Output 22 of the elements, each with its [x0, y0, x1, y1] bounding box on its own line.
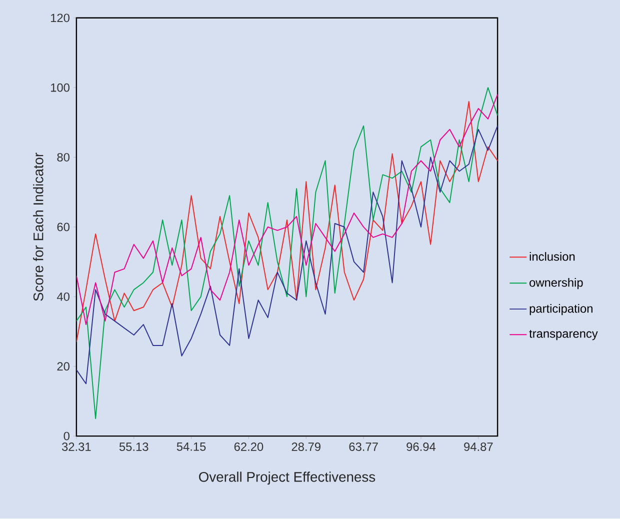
x-tick-label: 62.20 [234, 442, 264, 452]
legend-label: ownership [530, 278, 583, 290]
x-tick-label: 55.13 [119, 442, 148, 452]
x-tick-label: 96.94 [406, 442, 436, 452]
y-tick-label: 40 [56, 292, 70, 302]
x-tick-label: 54.15 [176, 442, 206, 451]
legend-label: transparency [529, 330, 598, 340]
y-tick-label: 80 [57, 153, 70, 162]
legend-label: inclusion [530, 252, 575, 261]
x-tick-label: 94.87 [464, 442, 493, 452]
x-tick-label: 28.79 [292, 442, 320, 452]
x-tick-label: 63.77 [349, 442, 378, 452]
legend-label: participation [530, 304, 592, 316]
line-series [76, 87, 498, 420]
y-tick-label: 60 [57, 222, 70, 232]
x-tick-label: 32.31 [62, 442, 91, 452]
y-tick-label: 120 [50, 14, 70, 22]
x-axis-title: Overall Project Effectiveness [199, 472, 376, 485]
y-tick-label: 20 [57, 362, 70, 371]
y-axis-title: Score for Each Indicator [33, 152, 44, 301]
y-tick-label: 0 [64, 432, 70, 440]
y-tick-label: 100 [50, 84, 70, 92]
